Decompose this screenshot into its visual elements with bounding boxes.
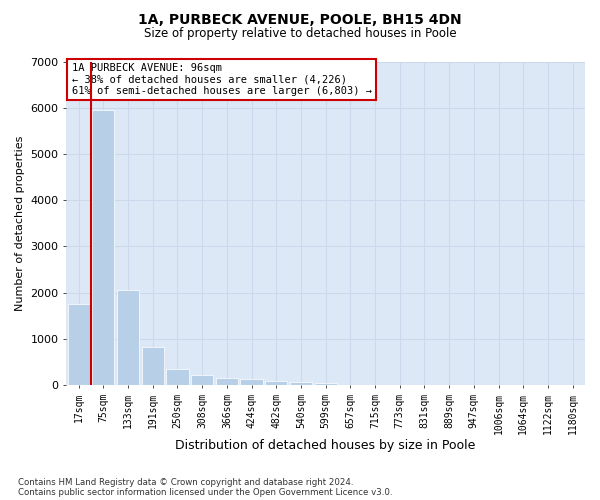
Bar <box>117 290 139 385</box>
Text: Size of property relative to detached houses in Poole: Size of property relative to detached ho… <box>143 28 457 40</box>
Text: Contains HM Land Registry data © Crown copyright and database right 2024.: Contains HM Land Registry data © Crown c… <box>18 478 353 487</box>
Bar <box>216 378 238 385</box>
Bar <box>290 382 312 385</box>
Text: 1A PURBECK AVENUE: 96sqm
← 38% of detached houses are smaller (4,226)
61% of sem: 1A PURBECK AVENUE: 96sqm ← 38% of detach… <box>71 63 371 96</box>
Bar <box>68 304 90 385</box>
X-axis label: Distribution of detached houses by size in Poole: Distribution of detached houses by size … <box>175 440 476 452</box>
Text: Contains public sector information licensed under the Open Government Licence v3: Contains public sector information licen… <box>18 488 392 497</box>
Bar <box>191 375 213 385</box>
Y-axis label: Number of detached properties: Number of detached properties <box>15 136 25 311</box>
Bar <box>265 380 287 385</box>
Bar <box>241 379 263 385</box>
Bar <box>92 110 115 385</box>
Bar <box>314 383 337 385</box>
Text: 1A, PURBECK AVENUE, POOLE, BH15 4DN: 1A, PURBECK AVENUE, POOLE, BH15 4DN <box>138 12 462 26</box>
Bar <box>142 348 164 385</box>
Bar <box>166 368 188 385</box>
